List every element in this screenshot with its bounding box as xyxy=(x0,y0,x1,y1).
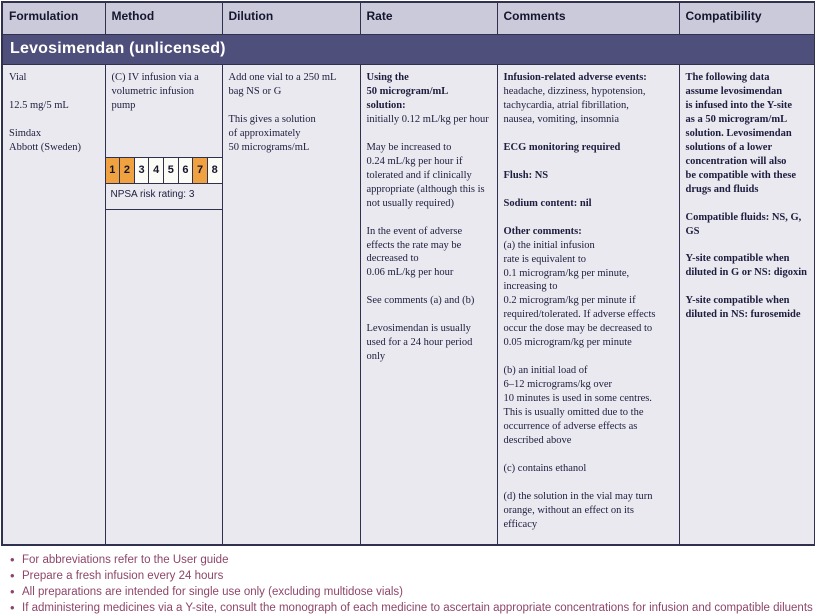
monograph-body-row: Vial 12.5 mg/5 mL Simdax Abbott (Sweden)… xyxy=(1,64,815,546)
compatibility-assumption: The following data assume levosimendan i… xyxy=(685,72,797,195)
rate-initial: Using the 50 microgram/mL solution: init… xyxy=(367,71,491,127)
comments-adverse-events: Infusion-related adverse events: headach… xyxy=(504,71,673,127)
comments-cell: Infusion-related adverse events: headach… xyxy=(496,64,680,546)
rate-decrease: In the event of adverse effects the rate… xyxy=(366,225,463,279)
comments-other-a: Other comments: (a) the initial infusion… xyxy=(504,225,673,351)
formulation-presentation: Vial xyxy=(9,72,27,83)
rate-increase: May be increased to 0.24 mL/kg per hour … xyxy=(366,141,485,209)
column-header-formulation: Formulation xyxy=(1,1,106,35)
comments-other-d: (d) the solution in the vial may turn or… xyxy=(503,490,653,530)
npsa-box-4: 4 xyxy=(149,157,164,184)
comments-sodium: Sodium content: nil xyxy=(503,197,592,209)
drug-title: Levosimendan (unlicensed) xyxy=(1,34,815,65)
npsa-box-5: 5 xyxy=(164,157,179,184)
dilution-result: This gives a solution of approximately 5… xyxy=(228,113,316,153)
formulation-strength: 12.5 mg/5 mL xyxy=(9,99,69,111)
npsa-risk-rating-label: NPSA risk rating: 3 xyxy=(105,184,222,210)
comments-other-a-text: (a) the initial infusion rate is equival… xyxy=(503,239,656,349)
column-header-rate: Rate xyxy=(359,1,498,35)
footnote-ysite-advice: If administering medicines via a Y-site,… xyxy=(10,600,815,616)
footnotes: For abbreviations refer to the User guid… xyxy=(0,552,815,616)
method-route: (C) IV infusion via a volumetric infusio… xyxy=(111,72,199,111)
comments-other-c: (c) contains ethanol xyxy=(503,462,587,474)
npsa-box-2: 2 xyxy=(120,157,135,184)
comments-other-b: (b) an initial load of 6–12 micrograms/k… xyxy=(503,365,652,447)
drug-monograph-table: Formulation Method Dilution Rate Comment… xyxy=(1,1,815,546)
comments-adverse-heading: Infusion-related adverse events: xyxy=(503,72,647,83)
footnote-fresh-infusion: Prepare a fresh infusion every 24 hours xyxy=(10,568,815,584)
comments-ecg: ECG monitoring required xyxy=(503,141,621,153)
comments-adverse-list: headache, dizziness, hypotension, tachyc… xyxy=(503,85,646,125)
rate-initial-value: initially 0.12 mL/kg per hour xyxy=(366,113,489,125)
compatibility-ysite-digoxin: Y-site compatible when diluted in G or N… xyxy=(685,253,807,279)
rate-duration: Levosimendan is usually used for a 24 ho… xyxy=(366,323,473,363)
footnote-single-use: All preparations are intended for single… xyxy=(10,584,815,600)
header-row: Formulation Method Dilution Rate Comment… xyxy=(1,1,815,35)
npsa-box-8: 8 xyxy=(207,157,222,184)
column-header-compatibility: Compatibility xyxy=(678,1,815,35)
column-header-method: Method xyxy=(104,1,223,35)
compatibility-ysite-furosemide: Y-site compatible when diluted in NS: fu… xyxy=(685,295,801,321)
rate-see-comments: See comments (a) and (b) xyxy=(366,295,475,307)
drug-banner-row: Levosimendan (unlicensed) xyxy=(1,34,815,65)
compatibility-fluids: Compatible fluids: NS, G, GS xyxy=(685,211,802,237)
rate-initial-heading: Using the 50 microgram/mL solution: xyxy=(366,72,449,111)
rate-cell: Using the 50 microgram/mL solution: init… xyxy=(359,64,498,546)
column-header-dilution: Dilution xyxy=(221,1,361,35)
column-header-comments: Comments xyxy=(496,1,680,35)
npsa-box-3: 3 xyxy=(134,157,150,184)
formulation-cell: Vial 12.5 mg/5 mL Simdax Abbott (Sweden) xyxy=(1,64,106,546)
dilution-cell: Add one vial to a 250 mL bag NS or G Thi… xyxy=(221,64,361,546)
method-cell: (C) IV infusion via a volumetric infusio… xyxy=(104,64,223,546)
npsa-box-6: 6 xyxy=(178,157,194,184)
npsa-score-strip: 1 2 3 4 5 6 7 8 xyxy=(105,156,222,185)
formulation-brand: Simdax Abbott (Sweden) xyxy=(9,127,82,153)
footnote-abbreviations: For abbreviations refer to the User guid… xyxy=(10,552,815,568)
npsa-box-7: 7 xyxy=(193,157,208,184)
compatibility-cell: The following data assume levosimendan i… xyxy=(678,64,815,546)
comments-flush: Flush: NS xyxy=(503,169,549,181)
npsa-box-1: 1 xyxy=(105,157,121,184)
comments-other-heading: Other comments: xyxy=(503,225,582,237)
dilution-instruction: Add one vial to a 250 mL bag NS or G xyxy=(228,72,337,97)
